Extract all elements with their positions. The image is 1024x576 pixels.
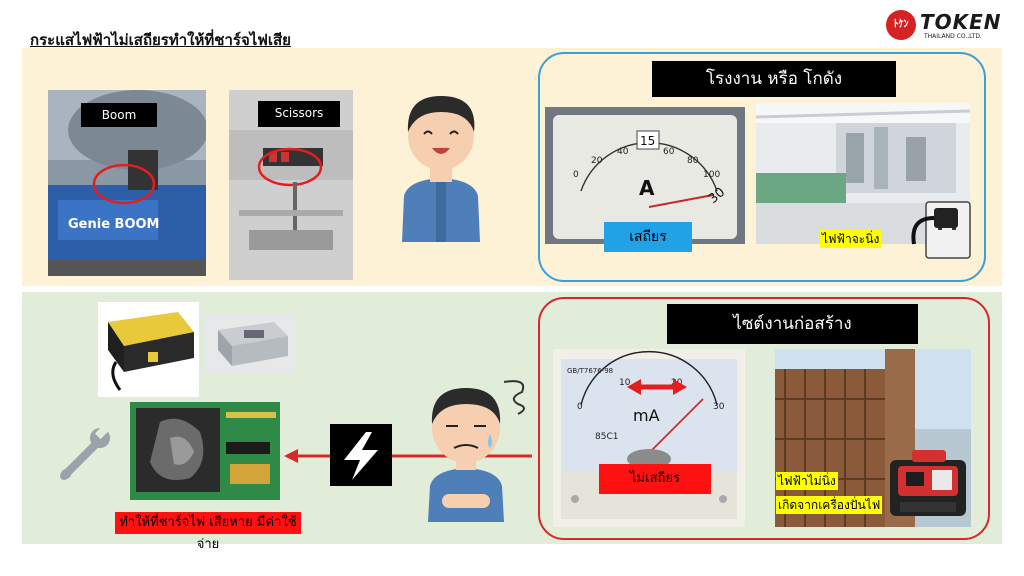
meter-tick-20: 20 (591, 156, 603, 166)
generator-icon (886, 446, 970, 524)
construction-header: ไซต์งานก่อสร้าง (667, 304, 918, 344)
meter-tick-80: 80 (687, 156, 699, 166)
page-title: กระแสไฟฟ้าไม่เสถียรทำให้ที่ชาร์จไฟเสีย (30, 31, 291, 49)
meter-tick-40: 40 (617, 147, 629, 157)
logo-mark: ﾄｹﾝ (886, 10, 916, 40)
ma-tick-30: 30 (713, 402, 725, 412)
meter-unit: A (639, 176, 655, 200)
factory-photo (756, 103, 970, 244)
logo-name: TOKEN (920, 10, 1002, 34)
ma-unit: mA (633, 406, 660, 425)
unstable-label: ไม่เสถียร (599, 464, 711, 494)
unstable-power-line2: เกิดจากเครื่องปั่นไฟ (776, 496, 883, 514)
smiling-worker (398, 84, 484, 242)
boom-label: Boom (81, 103, 157, 127)
damage-cost-label: ทำให้ที่ชาร์จไฟ เสียหาย มีค่าใช้จ่าย (115, 512, 301, 552)
factory-header: โรงงาน หรือ โกดัง (652, 61, 896, 97)
stable-ammeter-photo: 0 20 40 60 80 100 15 A 30 (545, 107, 745, 244)
logo-subtitle: THAILAND CO.,LTD. (924, 33, 982, 40)
charger-photo (98, 302, 199, 397)
ma-tick-0: 0 (577, 402, 583, 412)
power-outlet-icon (908, 188, 974, 262)
meter-model-top: GB/T7676-98 (567, 367, 613, 375)
factory-section (538, 52, 986, 282)
scissors-label: Scissors (258, 101, 340, 127)
meter-big-number: 15 (640, 134, 655, 148)
svg-text:Genie BOOM: Genie BOOM (68, 217, 160, 232)
ma-tick-10: 10 (619, 378, 631, 388)
meter-tick-60: 60 (663, 147, 675, 157)
construction-section (538, 297, 990, 540)
meter-tick-0: 0 (573, 170, 579, 180)
damaged-circuit-photo (130, 402, 280, 500)
stable-power-label: ไฟฟ้าจะนิ่ง (820, 230, 882, 248)
stable-label: เสถียร (604, 222, 692, 252)
ma-model: 85C1 (595, 432, 618, 442)
unstable-ammeter-photo: GB/T7676-98 0 10 20 30 mA 85C1 (553, 349, 745, 527)
worried-worker (418, 374, 540, 522)
wrench-icon (56, 424, 114, 482)
lightning-icon (330, 424, 392, 486)
token-logo: ﾄｹﾝ TOKEN THAILAND CO.,LTD. (886, 10, 1014, 42)
unstable-power-line1: ไฟฟ้าไม่นิ่ง (776, 472, 838, 490)
meter-tick-100: 100 (703, 170, 720, 180)
charger-internal-photo (204, 314, 296, 374)
